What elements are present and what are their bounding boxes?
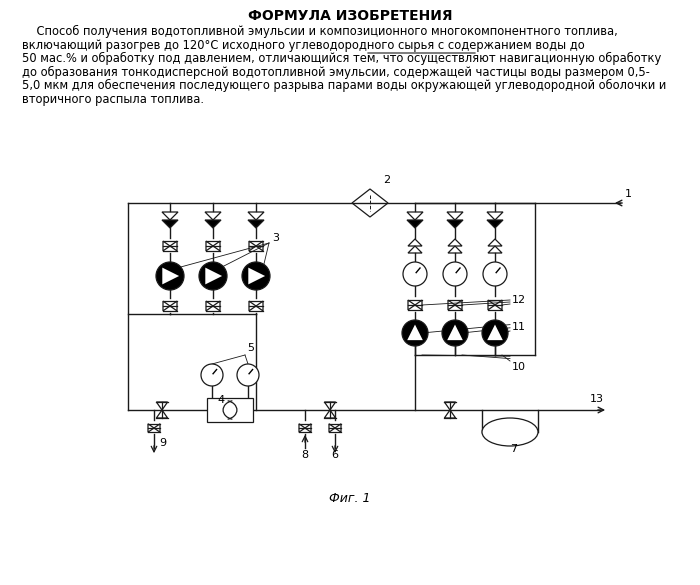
Polygon shape	[447, 220, 463, 228]
Text: 5: 5	[247, 343, 254, 353]
Polygon shape	[205, 267, 222, 284]
Text: включающий разогрев до 120°С исходного углеводородного сырья с содержанием воды : включающий разогрев до 120°С исходного у…	[22, 39, 584, 51]
Text: 3: 3	[272, 233, 279, 243]
Text: вторичного распыла топлива.: вторичного распыла топлива.	[22, 92, 204, 105]
Text: 9: 9	[159, 438, 166, 448]
Text: 7: 7	[510, 444, 517, 454]
Text: до образования тонкодисперсной водотопливной эмульсии, содержащей частицы воды р: до образования тонкодисперсной водотопли…	[22, 66, 650, 78]
Circle shape	[237, 364, 259, 386]
Bar	[207, 398, 253, 422]
Circle shape	[483, 262, 507, 286]
Text: 2: 2	[383, 175, 390, 185]
Circle shape	[443, 262, 467, 286]
Text: 1: 1	[625, 189, 632, 199]
Text: 11: 11	[512, 322, 526, 332]
Circle shape	[199, 262, 227, 290]
Polygon shape	[162, 220, 178, 228]
Text: 5,0 мкм для обеспечения последующего разрыва парами воды окружающей углеводородн: 5,0 мкм для обеспечения последующего раз…	[22, 79, 666, 92]
Ellipse shape	[482, 418, 538, 446]
Text: Фиг. 1: Фиг. 1	[329, 491, 371, 504]
Text: Способ получения водотопливной эмульсии и композиционного многокомпонентного топ: Способ получения водотопливной эмульсии …	[22, 25, 617, 38]
Text: 4: 4	[217, 395, 224, 405]
Text: 8: 8	[301, 450, 308, 460]
Text: 6: 6	[331, 450, 338, 460]
Polygon shape	[487, 220, 503, 228]
Polygon shape	[487, 325, 503, 340]
Polygon shape	[447, 325, 463, 340]
Text: 50 мас.% и обработку под давлением, отличающийся тем, что осуществляют навигацио: 50 мас.% и обработку под давлением, отли…	[22, 52, 662, 65]
Circle shape	[442, 320, 468, 346]
Text: 12: 12	[512, 295, 526, 305]
Polygon shape	[205, 220, 221, 228]
Circle shape	[156, 262, 184, 290]
Circle shape	[402, 320, 428, 346]
Polygon shape	[407, 220, 423, 228]
Polygon shape	[248, 267, 265, 284]
Circle shape	[242, 262, 270, 290]
Polygon shape	[162, 267, 179, 284]
Circle shape	[201, 364, 223, 386]
Circle shape	[482, 320, 508, 346]
Text: 13: 13	[590, 394, 604, 404]
Polygon shape	[248, 220, 264, 228]
Circle shape	[403, 262, 427, 286]
Text: ФОРМУЛА ИЗОБРЕТЕНИЯ: ФОРМУЛА ИЗОБРЕТЕНИЯ	[248, 9, 452, 23]
Text: 10: 10	[512, 362, 526, 372]
Polygon shape	[407, 325, 423, 340]
